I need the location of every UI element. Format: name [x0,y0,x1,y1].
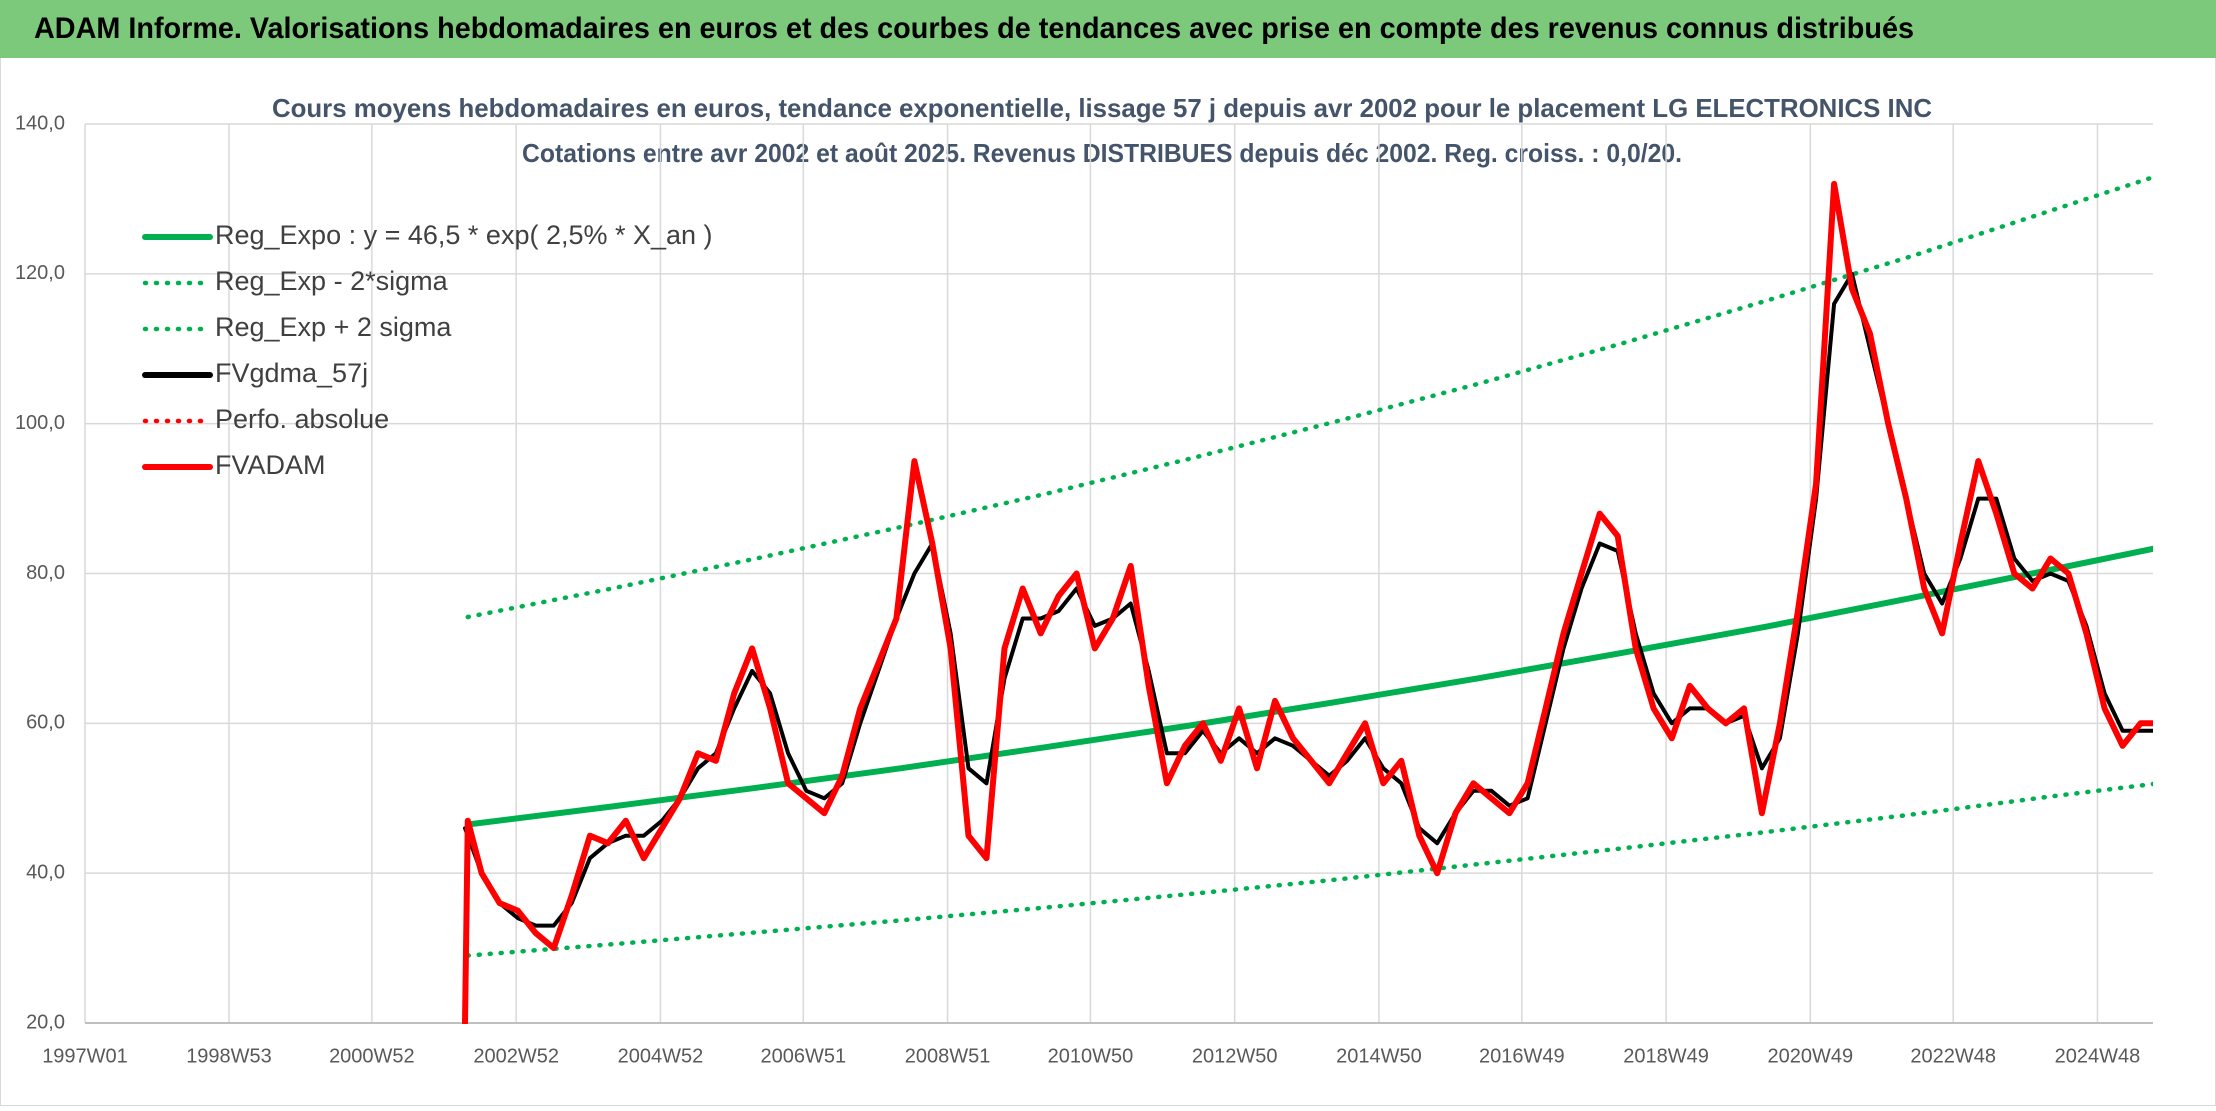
series-line [465,781,2153,958]
legend-label: Perfo. absolue [215,404,389,434]
y-tick-label: 80,0 [26,562,65,584]
legend-label: Reg_Exp - 2*sigma [215,266,449,296]
chart-subtitle: Cotations entre avr 2002 et août 2025. R… [522,138,1682,168]
y-tick-label: 40,0 [26,861,65,883]
series-line [462,180,2153,1024]
x-tick-label: 2010W50 [1048,1045,1134,1067]
y-tick-label: 120,0 [15,262,65,284]
header-title: ADAM Informe. Valorisations hebdomadaire… [34,12,1914,45]
x-tick-label: 2004W52 [618,1045,704,1067]
x-tick-label: 2008W51 [905,1045,991,1067]
y-tick-label: 140,0 [15,112,65,134]
y-tick-label: 60,0 [26,712,65,734]
x-tick-label: 2018W49 [1623,1045,1709,1067]
series-line [465,174,2153,620]
plot-area [462,174,2153,1024]
legend-label: FVADAM [215,450,326,480]
legend-label: Reg_Exp + 2 sigma [215,312,452,342]
header-bar [0,0,2216,58]
x-tick-label: 2006W51 [760,1045,846,1067]
chart-title: Cours moyens hebdomadaires en euros, ten… [272,93,1932,123]
x-tick-label: 2012W50 [1192,1045,1278,1067]
series-line [464,545,2153,828]
legend-label: Reg_Expo : y = 46,5 * exp( 2,5% * X_an ) [215,220,713,250]
x-tick-label: 2020W49 [1768,1045,1854,1067]
x-tick-label: 2024W48 [2055,1045,2141,1067]
x-tick-label: 2022W48 [1910,1045,1996,1067]
x-tick-label: 1998W53 [186,1045,272,1067]
x-tick-label: 2002W52 [473,1045,559,1067]
x-tick-label: 2016W49 [1479,1045,1565,1067]
y-tick-label: 20,0 [26,1011,65,1033]
x-tick-label: 2000W52 [329,1045,415,1067]
legend-label: FVgdma_57j [215,358,368,388]
y-tick-label: 100,0 [15,412,65,434]
x-tick-label: 1997W01 [42,1045,128,1067]
x-tick-label: 2014W50 [1336,1045,1422,1067]
